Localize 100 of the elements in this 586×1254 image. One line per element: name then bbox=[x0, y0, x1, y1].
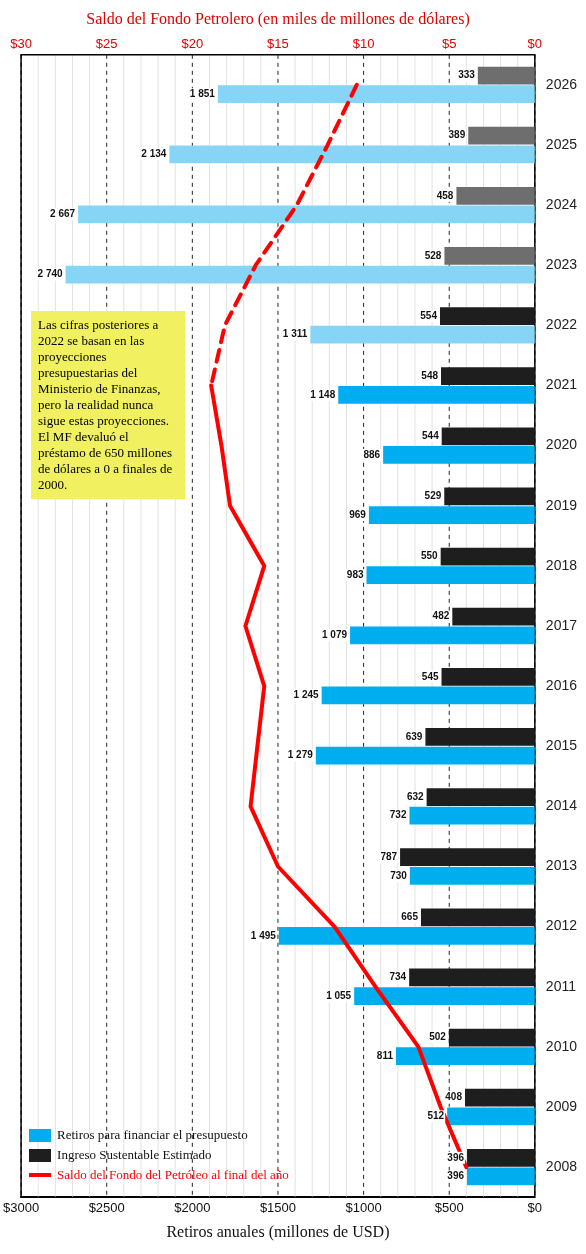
x2-tick-label: $5 bbox=[441, 35, 457, 51]
x-tick-label: $3000 bbox=[3, 1199, 40, 1215]
bar bbox=[310, 325, 535, 344]
x-tick-label: $2000 bbox=[174, 1199, 211, 1215]
data-label: 983 bbox=[346, 568, 364, 580]
bar bbox=[409, 866, 535, 885]
x2-tick-label: $30 bbox=[10, 35, 32, 51]
y-tick-label: 2008 bbox=[545, 1158, 578, 1174]
bar bbox=[452, 607, 535, 626]
data-label: 529 bbox=[424, 490, 442, 502]
data-label: 396 bbox=[447, 1151, 465, 1163]
data-label: 1 079 bbox=[322, 629, 348, 641]
data-label: 1 311 bbox=[282, 328, 308, 340]
bar bbox=[217, 85, 535, 104]
legend-label: Retiros para financiar el presupuesto bbox=[57, 1126, 248, 1145]
bar bbox=[444, 247, 535, 265]
data-label: 2 134 bbox=[141, 148, 167, 160]
bar bbox=[448, 1028, 535, 1047]
bar bbox=[354, 987, 535, 1005]
bar bbox=[395, 1047, 535, 1066]
x-tick-label: $2500 bbox=[88, 1199, 125, 1215]
bar bbox=[409, 806, 535, 825]
y-tick-label: 2013 bbox=[545, 857, 578, 874]
y-tick-label: 2014 bbox=[545, 797, 578, 814]
data-label: 550 bbox=[420, 550, 439, 562]
data-label: 787 bbox=[380, 850, 398, 862]
data-label: 545 bbox=[421, 670, 439, 682]
data-label: 554 bbox=[420, 309, 438, 321]
x2-tick-label: $0 bbox=[527, 35, 543, 51]
y-tick-label: 2011 bbox=[545, 977, 577, 994]
bar bbox=[383, 446, 535, 464]
bar bbox=[278, 927, 535, 945]
data-label: 1 851 bbox=[189, 87, 216, 99]
y-tick-label: 2025 bbox=[545, 135, 578, 152]
data-label: 544 bbox=[422, 430, 440, 442]
x2-tick-label: $10 bbox=[352, 35, 375, 51]
bar bbox=[65, 265, 535, 284]
legend-label: Saldo del Fondo del Petróleo al final del año bbox=[57, 1166, 289, 1185]
data-label: 458 bbox=[436, 189, 454, 201]
y-tick-label: 2022 bbox=[545, 316, 578, 333]
y-tick-label: 2009 bbox=[545, 1097, 578, 1114]
legend-label: Ingreso Sustentable Estimado bbox=[57, 1146, 212, 1165]
x2-tick-label: $20 bbox=[181, 35, 204, 51]
data-label: 389 bbox=[448, 129, 466, 141]
data-label: 732 bbox=[389, 809, 407, 821]
y-tick-label: 2024 bbox=[545, 195, 578, 212]
bar bbox=[456, 186, 535, 205]
bar bbox=[477, 66, 535, 85]
bar bbox=[467, 1148, 535, 1167]
x2-tick-label: $25 bbox=[95, 35, 118, 51]
data-label: 811 bbox=[376, 1049, 394, 1061]
text: Las cifras posteriores a 2022 se basan en las proyecciones presupuestarias del Ministerio de Finanzas, pero la realidad nunca sigue estas proyecciones. El MF devaluó el préstamo de 650 millones de dólares a 0 a finales de 2000. bbox=[38, 317, 173, 493]
data-label: 333 bbox=[458, 69, 476, 81]
bar bbox=[338, 385, 535, 404]
data-label: 528 bbox=[424, 249, 442, 261]
data-label: 1 245 bbox=[293, 689, 320, 701]
data-label: 1 495 bbox=[250, 929, 277, 941]
bar bbox=[78, 205, 535, 224]
bar bbox=[368, 506, 535, 524]
y-tick-label: 2010 bbox=[545, 1037, 578, 1054]
y-tick-label: 2018 bbox=[545, 556, 578, 573]
y-tick-label: 2021 bbox=[545, 376, 578, 393]
y-tick-label: 2017 bbox=[545, 616, 578, 633]
y-tick-label: 2016 bbox=[545, 676, 578, 693]
data-label: 969 bbox=[349, 508, 367, 520]
data-label: 2 667 bbox=[50, 208, 76, 220]
x-tick-label: $500 bbox=[434, 1199, 464, 1215]
bar bbox=[350, 626, 535, 645]
x2-axis-title: Saldo del Fondo Petrolero (en miles de millones de dólares) bbox=[86, 9, 470, 28]
x-tick-label: $1000 bbox=[345, 1199, 382, 1215]
x2-tick-label: $15 bbox=[267, 35, 289, 51]
data-label: 1 148 bbox=[310, 388, 336, 400]
y-tick-label: 2019 bbox=[545, 496, 578, 513]
data-label: 730 bbox=[390, 869, 408, 881]
bar bbox=[169, 145, 535, 164]
data-label: 665 bbox=[401, 911, 419, 923]
data-label: 886 bbox=[363, 448, 381, 460]
x-tick-label: $1500 bbox=[259, 1199, 297, 1215]
bar bbox=[464, 1088, 535, 1107]
y-tick-label: 2012 bbox=[545, 917, 578, 934]
data-label: 2 740 bbox=[37, 268, 64, 280]
y-tick-label: 2015 bbox=[545, 737, 578, 754]
data-label: 548 bbox=[421, 369, 439, 381]
y-tick-label: 2026 bbox=[545, 75, 578, 92]
data-label: 632 bbox=[406, 790, 425, 802]
bar bbox=[468, 126, 535, 145]
data-label: 639 bbox=[405, 730, 423, 742]
data-label: 512 bbox=[427, 1110, 445, 1122]
y-tick-label: 2020 bbox=[545, 436, 578, 453]
data-label: 396 bbox=[447, 1170, 465, 1182]
data-label: 734 bbox=[389, 971, 407, 983]
x-axis-title: Retiros anuales (millones de USD) bbox=[166, 1222, 390, 1241]
y-tick-label: 2023 bbox=[545, 256, 578, 273]
bar bbox=[467, 1167, 535, 1186]
bar bbox=[321, 686, 535, 705]
x-tick-label: $0 bbox=[527, 1199, 543, 1215]
data-label: 482 bbox=[432, 610, 450, 622]
bar bbox=[366, 566, 535, 585]
data-label: 1 279 bbox=[287, 749, 314, 761]
data-label: 408 bbox=[445, 1091, 463, 1103]
